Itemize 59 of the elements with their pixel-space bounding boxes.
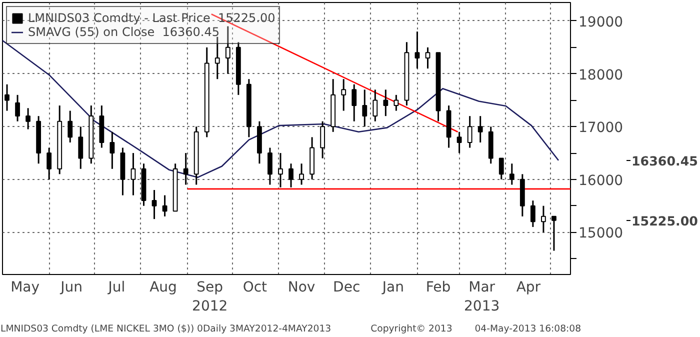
text: 15225.00 bbox=[632, 213, 698, 228]
candlestick bbox=[341, 78, 346, 112]
candlestick bbox=[46, 146, 52, 180]
candlestick bbox=[130, 152, 136, 196]
x-tick-label: Jan bbox=[381, 280, 404, 296]
text: LMNIDS03 Comdty (LME NICKEL 3MO ($)) 0Daily 3MAY2012-4MAY2013 bbox=[0, 324, 332, 334]
candlestick bbox=[278, 152, 283, 188]
candlestick bbox=[68, 110, 73, 144]
candlestick bbox=[183, 152, 188, 186]
candlestick bbox=[268, 146, 272, 186]
candlestick bbox=[320, 120, 326, 160]
candlestick bbox=[456, 131, 462, 154]
candlestick bbox=[26, 107, 30, 130]
candlestick bbox=[394, 94, 399, 112]
candlestick bbox=[288, 162, 294, 188]
x-tick-label: Feb bbox=[426, 280, 451, 296]
candlestick bbox=[541, 205, 546, 233]
y-tick-label: 18000 bbox=[578, 67, 624, 84]
x-tick-label: Sep 2012 bbox=[192, 280, 228, 315]
candlestick bbox=[414, 30, 420, 70]
candlestick bbox=[214, 36, 220, 80]
x-tick-label: Nov bbox=[288, 280, 316, 296]
candlestick bbox=[225, 26, 230, 75]
candlestick bbox=[383, 88, 388, 117]
text: 04-May-2013 16:08:08 bbox=[474, 324, 582, 334]
y-tick-label: 16000 bbox=[578, 172, 624, 189]
candlestick bbox=[425, 46, 430, 70]
candlestick bbox=[509, 162, 514, 186]
candlestick bbox=[467, 115, 472, 148]
y-tick-label: 19000 bbox=[578, 14, 624, 30]
x-tick-label: May bbox=[10, 280, 40, 296]
candlestick bbox=[110, 131, 115, 170]
text: 16360.45 bbox=[632, 153, 698, 168]
candlestick bbox=[4, 84, 10, 112]
candlestick bbox=[552, 216, 556, 252]
legend-label: SMAVG (55) on Close 16360.45 bbox=[28, 25, 220, 39]
x-tick-label: Dec bbox=[333, 280, 360, 296]
x-tick-label: Mar 2013 bbox=[464, 280, 500, 315]
candlestick bbox=[362, 88, 368, 128]
candlestick bbox=[152, 189, 157, 220]
x-tick-label: Aug bbox=[150, 280, 177, 296]
y-tick-label: 15000 bbox=[578, 226, 624, 242]
x-tick-label: Jul bbox=[107, 280, 126, 296]
candlestick bbox=[372, 88, 378, 122]
line-series bbox=[2, 40, 560, 178]
candlestick bbox=[15, 94, 20, 122]
candlestick bbox=[352, 84, 357, 122]
candlestick bbox=[162, 194, 168, 218]
candlestick bbox=[299, 162, 304, 186]
candlestick bbox=[498, 158, 504, 180]
candlestick bbox=[530, 200, 536, 228]
legend-label: LMNIDS03 Comdty - Last Price 15225.00 bbox=[28, 11, 276, 25]
candlestick bbox=[78, 126, 84, 170]
x-tick-label: Apr bbox=[516, 280, 541, 296]
text: Copyright© 2013 bbox=[370, 324, 452, 334]
x-tick-label: Jun bbox=[60, 280, 83, 296]
x-tick-label: Oct bbox=[242, 280, 268, 296]
y-tick-label: 17000 bbox=[578, 120, 624, 136]
candlestick bbox=[478, 115, 483, 144]
